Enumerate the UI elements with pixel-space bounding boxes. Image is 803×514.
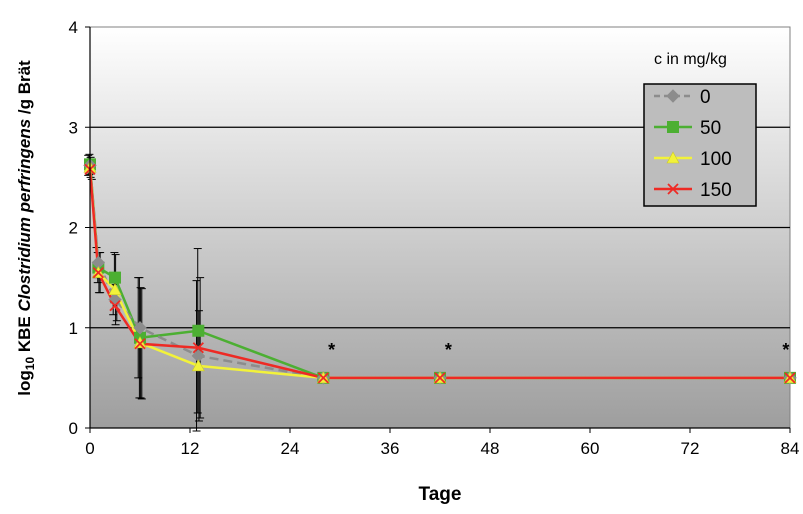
data-point-0 (133, 321, 147, 335)
data-point-150 (192, 342, 204, 354)
legend-marker-150 (667, 183, 679, 195)
x-tick-label: 12 (181, 439, 200, 458)
marker-x-stroke (192, 342, 204, 354)
data-point-150 (109, 300, 121, 312)
data-point-150 (784, 372, 796, 384)
y-label-sub: 10 (23, 357, 37, 371)
data-point-150 (92, 266, 104, 279)
x-tick-label: 48 (481, 439, 500, 458)
data-point-100 (191, 359, 205, 372)
marker-x-stroke (134, 338, 146, 350)
marker-x-stroke (92, 266, 104, 279)
data-point-50 (192, 324, 205, 337)
data-point-150 (317, 372, 329, 384)
annotation-asterisk: * (328, 340, 335, 360)
data-point-150 (134, 338, 146, 350)
data-point-50 (109, 271, 121, 284)
data-point-100 (108, 283, 122, 295)
y-label-log: log (15, 370, 34, 396)
annotation-asterisk: * (445, 340, 452, 360)
marker-x-stroke (667, 183, 679, 195)
y-label-organism: Clostridium perfringens (15, 119, 34, 312)
x-tick-label: 24 (281, 439, 300, 458)
y-tick-label: 4 (69, 18, 78, 37)
y-tick-label: 0 (69, 419, 78, 438)
legend-box (643, 83, 757, 207)
y-label-kbe: KBE (15, 312, 34, 357)
axes (85, 26, 791, 433)
y-tick-label: 3 (69, 118, 78, 137)
y-tick-label: 2 (69, 219, 78, 238)
marker-x-stroke (434, 372, 446, 384)
x-axis-label: Tage (419, 484, 462, 505)
annotation-asterisk: * (782, 340, 789, 360)
data-point-100 (133, 336, 147, 349)
legend-title: c in mg/kg (654, 51, 727, 68)
y-label-suffix: /g Brät (15, 60, 34, 119)
data-point-150 (434, 372, 446, 384)
legend: 0 50 100 150 (654, 87, 732, 201)
x-tick-label: 0 (85, 439, 94, 458)
legend-label-0: 0 (700, 87, 711, 108)
annotations: * * * (328, 340, 789, 360)
legend-marker-0 (666, 89, 680, 103)
legend-marker-100 (666, 151, 680, 164)
x-tick-label: 36 (381, 439, 400, 458)
x-tick-label: 72 (681, 439, 700, 458)
series-line-150 (88, 169, 790, 380)
marker-x-stroke (109, 300, 121, 312)
legend-label-100: 100 (700, 149, 732, 170)
marker-x-stroke (784, 372, 796, 384)
legend-label-50: 50 (700, 118, 721, 139)
marker-x-stroke (317, 372, 329, 384)
y-tick-label: 1 (69, 319, 78, 338)
legend-label-150: 150 (700, 180, 732, 201)
x-tick-label: 84 (781, 439, 800, 458)
x-tick-label: 60 (581, 439, 600, 458)
y-axis-label: log10 KBE Clostridium perfringens /g Brä… (15, 60, 37, 396)
legend-marker-50 (667, 121, 679, 133)
